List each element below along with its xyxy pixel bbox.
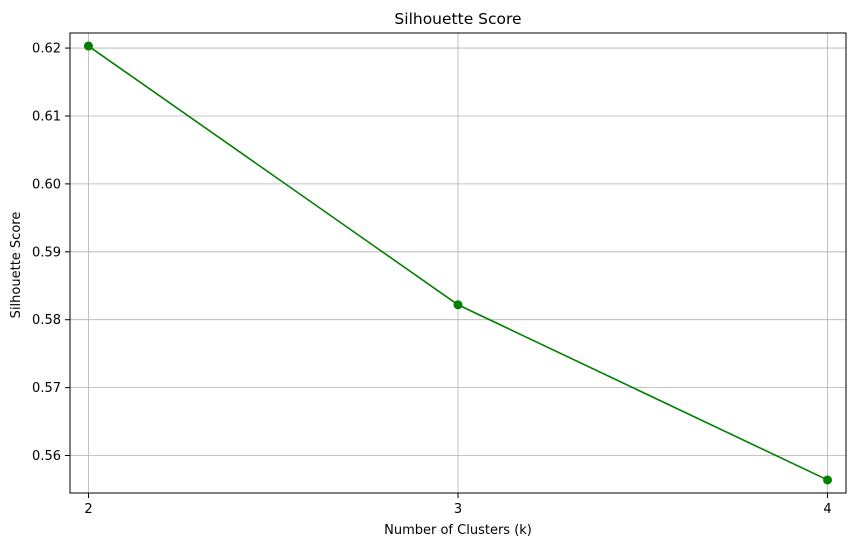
y-tick-label-0.62: 0.62: [32, 42, 61, 57]
y-tick-label-0.56: 0.56: [32, 449, 61, 464]
x-tick-label-2: 2: [84, 502, 92, 517]
data-point-k3: [453, 300, 463, 310]
y-tick-label-0.57: 0.57: [32, 381, 61, 396]
data-point-k4: [823, 475, 833, 485]
y-axis-label: Silhouette Score: [9, 212, 24, 319]
x-tick-label-4: 4: [823, 502, 831, 517]
x-tick-label-3: 3: [454, 502, 462, 517]
y-tick-label-0.60: 0.60: [32, 177, 61, 192]
y-tick-label-0.58: 0.58: [32, 313, 61, 328]
x-axis-label: Number of Clusters (k): [384, 523, 532, 538]
y-tick-label-0.61: 0.61: [32, 109, 61, 124]
y-tick-label-0.59: 0.59: [32, 245, 61, 260]
series: [83, 41, 833, 485]
ticks: 2 3 4 0.56 0.57 0.58 0.59 0.60 0.61 0.62: [32, 42, 832, 517]
chart-title: Silhouette Score: [394, 10, 521, 28]
grid: [70, 33, 846, 493]
data-point-k2: [83, 41, 93, 51]
